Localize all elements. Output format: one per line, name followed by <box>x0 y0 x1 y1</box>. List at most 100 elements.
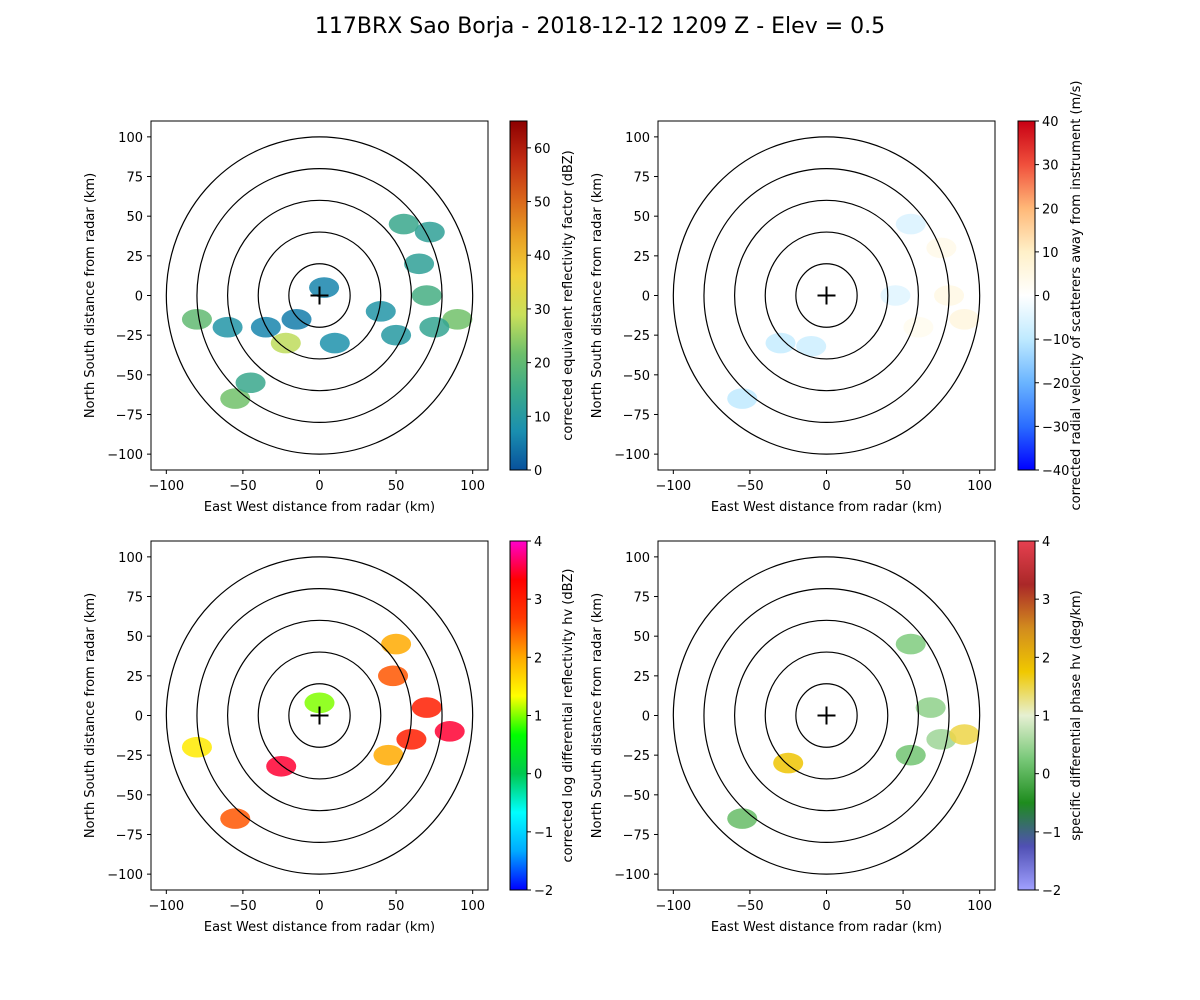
echo-region <box>773 752 804 774</box>
colorbar-tick-label: −30 <box>1042 420 1069 435</box>
x-tick-label: 0 <box>315 899 323 914</box>
echo-region <box>796 335 827 357</box>
colorbar-tick-label: 60 <box>534 142 551 157</box>
colorbar-label: corrected equivalent reflectivity factor… <box>561 150 576 441</box>
y-tick-label: 75 <box>633 591 650 606</box>
range-ring <box>165 136 474 455</box>
y-axis-label: North South distance from radar (km) <box>590 173 605 418</box>
range-ring <box>764 651 889 780</box>
colorbar-tick-label: −40 <box>1042 464 1069 479</box>
colorbar <box>509 540 528 891</box>
echo-region <box>411 285 442 306</box>
range-ring <box>288 263 351 328</box>
range-ring <box>795 683 858 748</box>
range-ring <box>795 263 858 328</box>
x-axis-label: East West distance from radar (km) <box>204 920 435 935</box>
echo-region <box>411 697 442 718</box>
x-tick-label: −50 <box>736 479 763 494</box>
y-tick-label: 75 <box>633 171 650 186</box>
echo-region <box>220 388 251 409</box>
echo-region <box>270 332 301 354</box>
echo-region <box>396 728 427 750</box>
echo-region <box>949 724 980 745</box>
x-tick-label: −50 <box>229 899 256 914</box>
x-tick-label: −100 <box>655 479 691 494</box>
colorbar-tick-label: 20 <box>534 357 551 372</box>
colorbar-tick-label: 50 <box>534 196 551 211</box>
range-ring <box>288 683 351 748</box>
y-tick-label: 25 <box>633 670 650 685</box>
x-tick-label: 0 <box>822 479 830 494</box>
echo-region <box>727 808 758 829</box>
x-axis-label: East West distance from radar (km) <box>711 500 942 515</box>
y-axis-label: North South distance from radar (km) <box>83 593 98 838</box>
echo-region <box>381 324 412 346</box>
y-tick-label: −75 <box>116 408 143 423</box>
colorbar-tick-label: 2 <box>1042 651 1050 666</box>
colorbar-tick-label: −20 <box>1042 377 1069 392</box>
plot-area-1 <box>165 136 474 455</box>
echo-region <box>434 721 465 742</box>
y-tick-label: −75 <box>623 408 650 423</box>
y-axis-label: North South distance from radar (km) <box>83 173 98 418</box>
x-tick-label: 0 <box>315 479 323 494</box>
y-tick-label: 0 <box>135 710 143 725</box>
echo-region <box>304 692 335 714</box>
echo-region <box>181 308 212 330</box>
colorbar-tick-label: 3 <box>534 593 542 608</box>
y-tick-label: 100 <box>118 551 143 566</box>
y-tick-label: 75 <box>126 171 143 186</box>
range-ring <box>733 199 920 392</box>
y-tick-label: 0 <box>642 290 650 305</box>
colorbar-tick-label: −10 <box>1042 333 1069 348</box>
echo-region <box>388 213 419 235</box>
echo-region <box>381 633 412 655</box>
colorbar-label: corrected radial velocity of scatterers … <box>1069 81 1084 511</box>
colorbar-tick-label: 10 <box>1042 246 1059 261</box>
y-tick-label: 50 <box>126 210 143 225</box>
echo-region <box>903 316 934 338</box>
y-tick-label: 75 <box>126 591 143 606</box>
echo-region <box>895 213 926 235</box>
colorbar-tick-label: −2 <box>1042 884 1061 899</box>
echo-region <box>915 697 946 718</box>
colorbar-tick-label: 0 <box>1042 290 1050 305</box>
y-tick-label: −25 <box>623 749 650 764</box>
x-tick-label: 100 <box>967 479 992 494</box>
colorbar <box>1017 540 1036 891</box>
colorbar-label: specific differential phase hv (deg/km) <box>1069 590 1084 840</box>
y-tick-label: 25 <box>633 250 650 265</box>
echo-region <box>319 332 350 354</box>
colorbar-tick-label: 1 <box>534 710 542 725</box>
y-tick-label: −75 <box>116 828 143 843</box>
y-tick-label: −25 <box>116 749 143 764</box>
echo-region <box>895 633 926 655</box>
y-tick-label: −50 <box>116 369 143 384</box>
x-tick-label: −100 <box>148 479 184 494</box>
y-tick-label: 0 <box>642 710 650 725</box>
x-tick-label: 50 <box>388 479 405 494</box>
x-axis-label: East West distance from radar (km) <box>204 500 435 515</box>
y-tick-label: 0 <box>135 290 143 305</box>
plot-area-3 <box>165 556 474 875</box>
y-tick-label: 50 <box>126 630 143 645</box>
range-ring <box>764 231 889 360</box>
colorbar <box>1017 120 1036 471</box>
colorbar-tick-label: 0 <box>534 768 542 783</box>
colorbar-tick-label: −2 <box>534 884 553 899</box>
colorbar-tick-label: −1 <box>534 826 553 841</box>
echo-region <box>880 285 911 306</box>
echo-region <box>220 808 251 829</box>
colorbar-tick-label: 30 <box>1042 159 1059 174</box>
colorbar-tick-label: 0 <box>1042 768 1050 783</box>
y-tick-label: 100 <box>625 551 650 566</box>
colorbar-tick-label: 4 <box>534 535 542 550</box>
echo-region <box>373 744 404 766</box>
echo-region <box>727 388 758 409</box>
echo-region <box>895 744 926 766</box>
colorbar-tick-label: 30 <box>534 303 551 318</box>
y-tick-label: −25 <box>116 329 143 344</box>
colorbar-tick-label: 40 <box>1042 115 1059 130</box>
x-tick-label: −100 <box>655 899 691 914</box>
